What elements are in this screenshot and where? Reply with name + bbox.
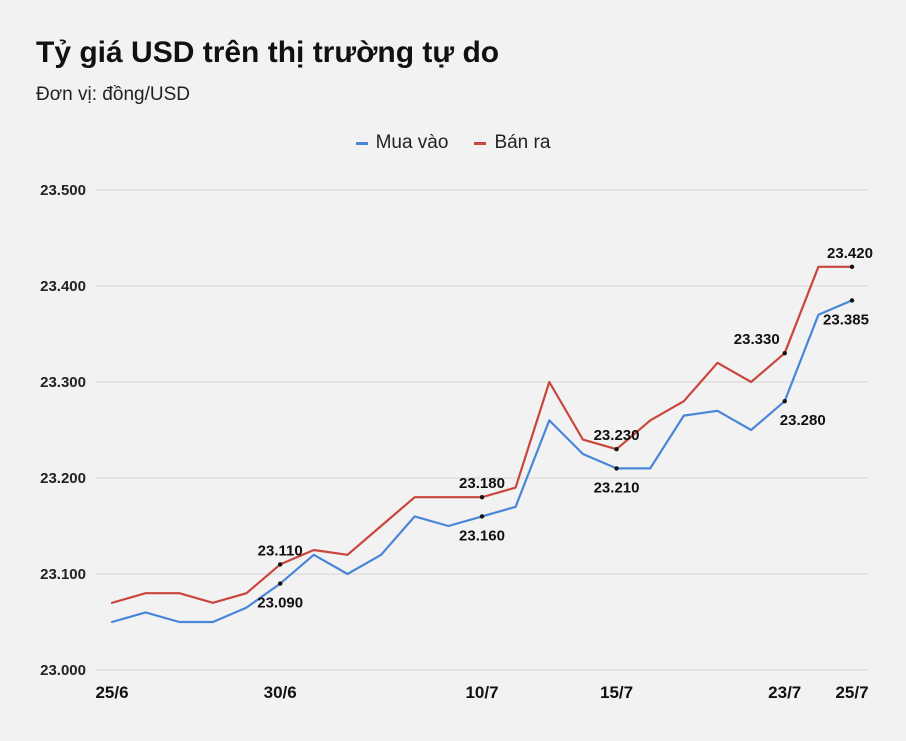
data-point-marker — [277, 562, 283, 567]
data-point-marker — [849, 264, 855, 269]
x-tick-label: 25/6 — [95, 683, 128, 702]
y-tick-label: 23.100 — [40, 566, 86, 583]
data-label: 23.330 — [734, 331, 780, 348]
data-label: 23.160 — [459, 527, 505, 544]
series-points — [277, 264, 855, 586]
data-label: 23.230 — [594, 427, 640, 444]
x-tick-label: 10/7 — [465, 683, 498, 702]
data-label: 23.420 — [827, 245, 873, 262]
gridlines — [96, 189, 868, 671]
data-point-marker — [479, 495, 485, 500]
legend-swatch-buy — [355, 141, 368, 145]
legend-label-sell: Bán ra — [494, 132, 551, 153]
data-point-marker — [614, 466, 619, 471]
series-lines — [110, 265, 854, 624]
x-tick-label: 15/7 — [600, 683, 633, 702]
data-point-marker — [614, 447, 619, 452]
x-tick-label: 30/6 — [264, 683, 297, 702]
chart-title: Tỷ giá USD trên thị trường tự do — [36, 36, 500, 69]
y-tick-label: 23.400 — [40, 278, 86, 295]
data-point-marker — [782, 399, 787, 404]
data-point-marker — [782, 351, 787, 356]
x-tick-label: 25/7 — [835, 683, 868, 702]
legend: Mua vào Bán ra — [0, 132, 906, 154]
data-label: 23.210 — [594, 479, 640, 496]
data-label: 23.090 — [257, 595, 303, 612]
y-tick-label: 23.500 — [40, 182, 86, 199]
legend-item-buy: Mua vào — [355, 132, 449, 154]
data-point-marker — [849, 298, 855, 303]
data-point-marker — [277, 581, 283, 586]
data-label: 23.280 — [780, 412, 826, 429]
data-labels: 23.110 23.090 23.180 23.160 23.230 23.210 23.3… — [257, 245, 873, 612]
legend-label-buy: Mua vào — [375, 132, 449, 153]
y-tick-label: 23.000 — [40, 662, 86, 679]
data-label: 23.180 — [459, 475, 505, 492]
y-tick-label: 23.200 — [40, 470, 86, 487]
data-point-marker — [479, 514, 485, 519]
series-line-sell — [110, 265, 854, 604]
data-label: 23.385 — [823, 311, 869, 328]
chart-subtitle: Đơn vị: đồng/USD — [36, 84, 190, 105]
data-label: 23.110 — [258, 542, 303, 559]
x-axis-ticks: 25/6 30/6 10/7 15/7 23/7 25/7 — [95, 683, 868, 702]
y-tick-label: 23.300 — [40, 374, 86, 391]
y-axis-ticks: 23.000 23.100 23.200 23.300 23.400 23.500 — [40, 182, 86, 679]
legend-swatch-sell — [474, 141, 487, 145]
legend-item-sell: Bán ra — [474, 132, 550, 154]
x-tick-label: 23/7 — [768, 683, 801, 702]
